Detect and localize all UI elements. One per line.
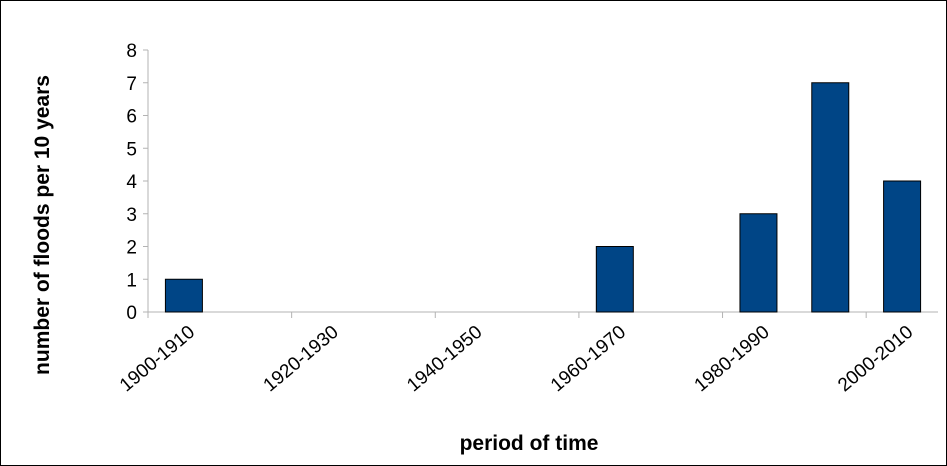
x-tick-label: 1900-1910 [116,322,199,397]
bar-1990-2000 [811,82,850,313]
x-tick-labels: 1900-1910 1920-1930 1940-1950 1960-1970 1980… [116,322,917,397]
y-tick-label: 8 [126,41,137,62]
chart-axes [143,49,938,318]
y-tick-label: 6 [126,107,137,128]
x-tick-label: 1960-1970 [547,322,630,397]
bars-group [164,82,922,313]
y-tick-label: 1 [126,270,137,291]
y-tick-label: 5 [126,139,137,160]
x-tick-label: 1920-1930 [260,322,343,397]
bar-1900-1910 [164,278,203,313]
bar-1960-1970 [595,246,634,313]
x-axis-title: period of time [460,432,599,455]
y-tick-label: 7 [126,74,137,95]
y-tick-label: 3 [126,205,137,226]
bar-2000-2010 [883,180,922,313]
bar-1980-1990 [739,213,778,313]
x-tick-label: 1980-1990 [691,322,774,397]
x-tick-label: 2000-2010 [834,322,917,397]
y-tick-label: 4 [126,172,137,193]
y-tick-label: 0 [126,303,137,324]
y-axis-title: number of floods per 10 years [31,75,54,375]
y-tick-labels: 0 1 2 3 4 5 6 7 8 [126,41,137,324]
y-tick-label: 2 [126,238,137,259]
x-tick-label: 1940-1950 [403,322,486,397]
